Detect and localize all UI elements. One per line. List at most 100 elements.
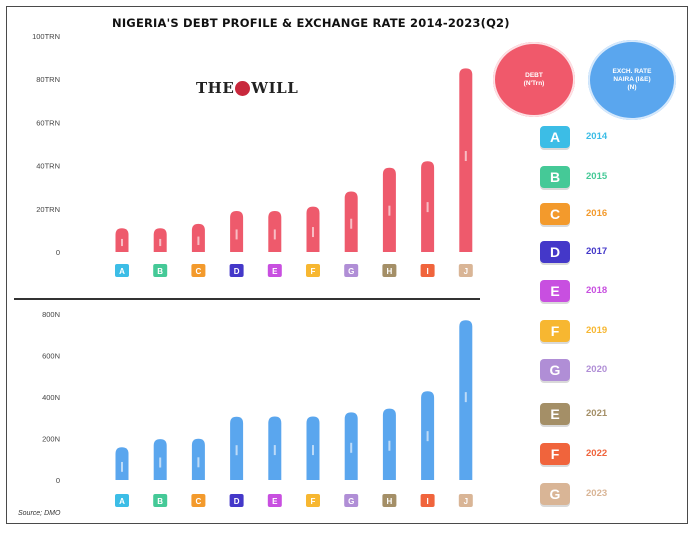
legend-item-2014: A 2014: [540, 126, 640, 148]
legend-badge: F: [540, 320, 570, 342]
category-badge-1-1: [153, 494, 168, 507]
legend-badge: B: [540, 166, 570, 188]
category-label-0-3: D: [234, 267, 240, 276]
bar-inner-label-0-2: [197, 236, 200, 245]
logo-text-left: THE: [196, 79, 235, 97]
category-label-0-8: I: [426, 267, 428, 276]
category-badge-0-9: [458, 264, 473, 277]
category-badge-0-6: [344, 264, 359, 277]
legend-item-2019: F 2019: [540, 320, 640, 342]
publisher-logo: THE WILL: [196, 78, 298, 97]
bar-inner-label-1-1: [159, 457, 162, 468]
legend-badge: D: [540, 241, 570, 263]
legend-item-2021: E 2021: [540, 403, 640, 425]
category-label-1-0: A: [119, 497, 125, 506]
category-label-0-9: J: [464, 267, 468, 276]
y-tick-label-0-5: 100TRN: [32, 32, 60, 41]
legend-badge: G: [540, 483, 570, 505]
bar-inner-label-0-4: [273, 229, 276, 240]
legend-item-2023: G 2023: [540, 483, 640, 505]
bar-inner-label-0-6: [350, 218, 353, 229]
legend-item-2020: G 2020: [540, 359, 640, 381]
category-label-1-7: H: [387, 497, 393, 506]
legend-year: 2023: [586, 488, 608, 499]
y-tick-label-1-3: 600N: [42, 352, 60, 361]
debt-legend-circle: DEBT (N'Trn): [493, 42, 575, 117]
category-label-0-1: B: [157, 267, 163, 276]
bar-inner-label-0-8: [426, 202, 429, 213]
category-label-0-0: A: [119, 267, 125, 276]
bar-inner-label-1-2: [197, 457, 200, 468]
y-tick-label-0-1: 20TRN: [36, 205, 60, 214]
category-badge-0-7: [382, 264, 397, 277]
bar-inner-label-1-3: [235, 445, 238, 456]
category-badge-0-0: [115, 264, 129, 277]
category-label-0-4: E: [272, 267, 278, 276]
legend-item-2015: B 2015: [540, 166, 640, 188]
category-label-1-3: D: [234, 497, 240, 506]
category-badge-1-3: [229, 494, 244, 507]
bar-inner-label-1-7: [388, 440, 391, 451]
bar-inner-label-0-0: [121, 238, 123, 247]
category-badge-0-4: [267, 264, 282, 277]
legend-badge: G: [540, 359, 570, 381]
category-badge-0-2: [191, 264, 206, 277]
legend-year: 2016: [586, 208, 608, 219]
bar-inner-label-1-5: [312, 445, 314, 456]
category-badge-0-5: [306, 264, 320, 277]
bar-inner-label-0-1: [159, 238, 162, 247]
bar-inner-label-0-9: [464, 151, 467, 162]
debt-circle-line1: DEBT: [525, 71, 543, 79]
legend-year: 2017: [586, 246, 608, 257]
bar-inner-label-1-0: [121, 461, 123, 472]
legend-badge: A: [540, 126, 570, 148]
y-tick-label-1-2: 400N: [42, 393, 60, 402]
chart-title: NIGERIA'S DEBT PROFILE & EXCHANGE RATE 2…: [112, 16, 510, 30]
category-label-1-1: B: [157, 497, 163, 506]
exch-circle-line3: (N): [627, 84, 637, 91]
y-tick-label-0-4: 80TRN: [36, 75, 60, 84]
category-badge-1-9: [458, 494, 473, 507]
bar-inner-label-1-9: [464, 392, 467, 403]
legend-year: 2014: [586, 131, 608, 142]
y-tick-label-0-0: 0: [56, 248, 60, 257]
bar-inner-label-1-4: [273, 445, 276, 456]
category-badge-1-8: [420, 494, 435, 507]
bar-inner-label-0-5: [312, 227, 314, 238]
category-badge-1-5: [306, 494, 320, 507]
logo-text-right: WILL: [251, 79, 299, 97]
legend-year: 2020: [586, 364, 608, 375]
category-label-1-9: J: [464, 497, 468, 506]
y-tick-label-1-1: 200N: [42, 435, 60, 444]
category-badge-1-0: [115, 494, 129, 507]
bar-inner-label-1-6: [350, 442, 353, 453]
bar-inner-label-0-7: [388, 205, 391, 216]
legend-year: 2015: [586, 171, 608, 182]
legend-badge: F: [540, 443, 570, 465]
y-tick-label-1-4: 800N: [42, 310, 60, 319]
panel-divider: [14, 298, 480, 300]
legend-badge: C: [540, 203, 570, 225]
legend-item-2016: C 2016: [540, 203, 640, 225]
legend-year: 2018: [586, 285, 608, 296]
category-badge-0-8: [420, 264, 435, 277]
category-badge-1-6: [344, 494, 359, 507]
y-tick-label-0-2: 40TRN: [36, 162, 60, 171]
legend-badge: E: [540, 280, 570, 302]
legend-year: 2022: [586, 448, 608, 459]
category-badge-0-3: [229, 264, 244, 277]
legend-year: 2019: [586, 325, 608, 336]
logo-mark-icon: [235, 80, 251, 96]
legend-item-2022: F 2022: [540, 443, 640, 465]
category-badge-1-2: [191, 494, 206, 507]
legend-badge: E: [540, 403, 570, 425]
exch-circle-line2: NAIRA (I&E): [613, 76, 651, 83]
exch-circle-line1: EXCH. RATE: [612, 68, 652, 75]
source-note: Source; DMO: [18, 510, 61, 517]
category-label-0-5: F: [311, 267, 316, 276]
category-label-1-8: I: [426, 497, 428, 506]
category-label-0-7: H: [387, 267, 393, 276]
category-label-1-4: E: [272, 497, 278, 506]
legend-year: 2021: [586, 408, 608, 419]
